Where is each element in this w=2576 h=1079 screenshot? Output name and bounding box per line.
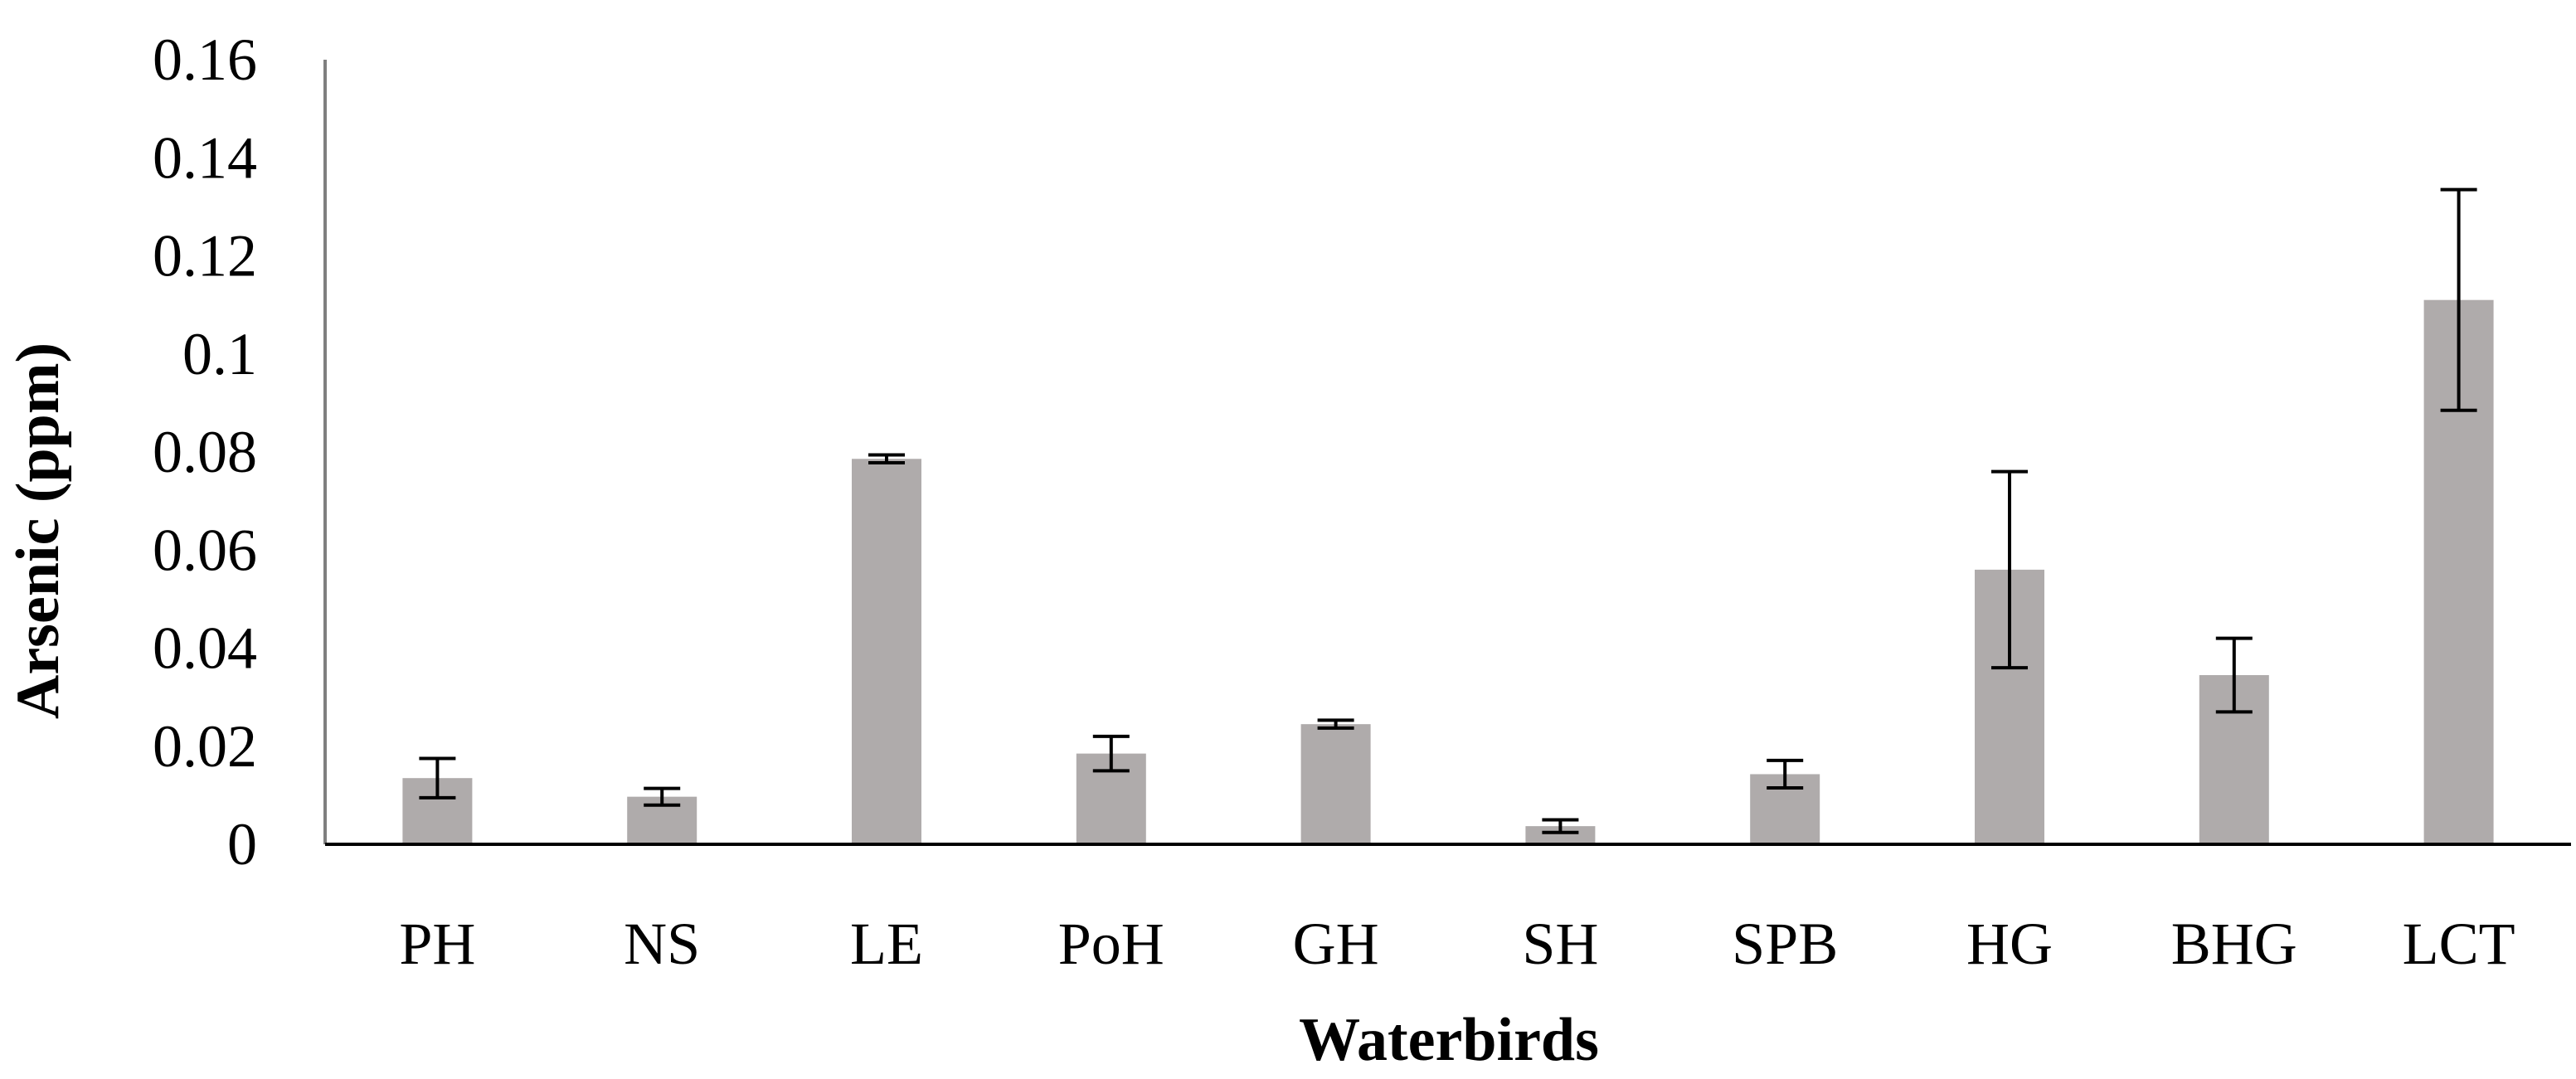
y-tick-label: 0.06 <box>153 517 257 583</box>
error-bars <box>419 187 2477 834</box>
y-tick-label: 0.04 <box>153 615 257 682</box>
x-tick-label-lct: LCT <box>2403 911 2515 977</box>
x-tick-label-gh: GH <box>1293 911 1379 977</box>
y-tick-label: 0.12 <box>153 223 257 289</box>
error-bar-lct <box>2440 187 2477 412</box>
y-tick-label: 0 <box>227 811 257 877</box>
y-axis-title: Arsenic (ppm) <box>4 343 72 719</box>
y-tick-labels: 0 0.02 0.04 0.06 0.08 0.1 0.12 0.14 0.16 <box>153 27 257 877</box>
error-bar-ph <box>419 756 456 800</box>
x-axis-title: Waterbirds <box>1299 1006 1599 1074</box>
bar-gh <box>1300 724 1371 844</box>
x-tick-label-le: LE <box>850 911 923 977</box>
error-bar-poh <box>1092 734 1130 773</box>
error-bar-bhg <box>2215 636 2253 714</box>
bar-le <box>852 459 921 844</box>
y-tick-label: 0.16 <box>153 27 257 93</box>
bars <box>402 299 2494 844</box>
error-bar-le <box>868 453 905 465</box>
x-tick-label-ns: NS <box>624 911 700 977</box>
y-tick-label: 0.08 <box>153 419 257 485</box>
y-tick-label: 0.1 <box>182 321 257 387</box>
x-tick-label-poh: PoH <box>1058 911 1164 977</box>
x-tick-labels: PH NS LE PoH GH SH SPB HG BHG LCT <box>399 911 2515 977</box>
error-bar-hg <box>1991 469 2028 670</box>
error-bar-ns <box>644 786 681 807</box>
error-bar-spb <box>1767 758 1804 790</box>
x-tick-label-hg: HG <box>1966 911 2053 977</box>
bar-sh <box>1525 826 1596 844</box>
error-bar-gh <box>1317 718 1354 730</box>
y-tick-label: 0.02 <box>153 713 257 780</box>
x-tick-label-sh: SH <box>1522 911 1598 977</box>
x-tick-label-ph: PH <box>399 911 475 977</box>
y-tick-label: 0.14 <box>153 124 257 191</box>
x-tick-label-bhg: BHG <box>2171 911 2297 977</box>
error-bar-sh <box>1542 818 1579 834</box>
x-tick-label-spb: SPB <box>1732 911 1838 977</box>
